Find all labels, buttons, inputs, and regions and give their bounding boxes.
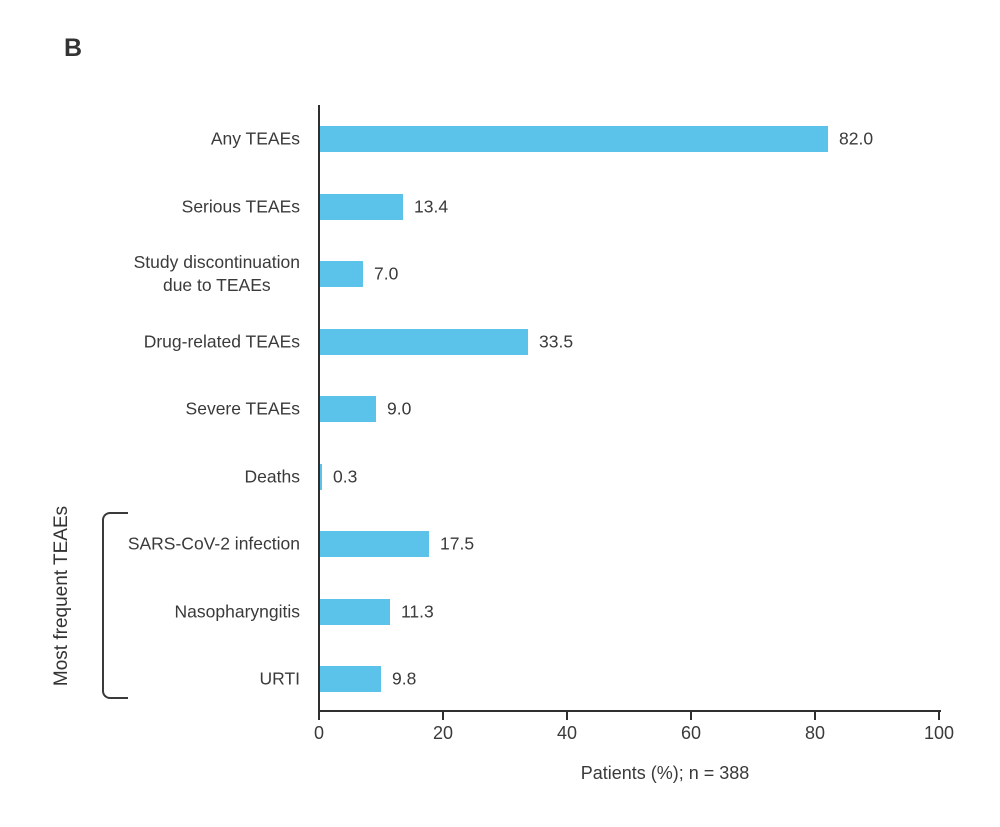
x-axis-tick-label: 0 [313, 723, 325, 743]
category-label-text: Study discontinuation due to TEAEs [133, 252, 300, 295]
bar-value-label: 0.3 [333, 466, 358, 486]
category-label: SARS-CoV-2 infection [0, 533, 300, 556]
category-label-text: Any TEAEs [210, 128, 300, 149]
bar [320, 666, 381, 692]
x-axis-tick-label: 20 [432, 723, 454, 743]
bar-value-label: 7.0 [374, 263, 399, 284]
bar [320, 328, 528, 355]
x-axis-tick [318, 710, 320, 720]
bar [320, 193, 403, 220]
x-axis-tick-label: 80 [804, 723, 826, 743]
x-axis-line [318, 710, 941, 712]
category-label-text: SARS-CoV-2 infection [127, 533, 300, 554]
category-label-text: Deaths [244, 466, 300, 486]
category-label: Severe TEAEs [0, 398, 300, 421]
bar [320, 463, 322, 490]
bar-value-label: 13.4 [414, 196, 449, 216]
bar-value-label: 9.0 [387, 398, 412, 419]
bar-value-label: 82.0 [839, 128, 874, 149]
group-bracket [102, 512, 128, 699]
category-label-text: Serious TEAEs [181, 196, 300, 216]
x-axis-tick [566, 710, 568, 720]
category-label: Any TEAEs [0, 128, 300, 151]
bar [320, 261, 363, 287]
bar [320, 126, 828, 152]
category-label: Nasopharyngitis [0, 600, 300, 623]
category-label: Serious TEAEs [0, 195, 300, 218]
x-axis-tick [814, 710, 816, 720]
bar-value-label: 33.5 [539, 331, 574, 351]
category-label-text: Severe TEAEs [185, 398, 300, 419]
x-axis-tick-label: 60 [680, 723, 702, 743]
x-axis-tick-label: 40 [556, 723, 578, 743]
y-axis-line [318, 105, 320, 712]
bar [320, 531, 429, 557]
category-label-text: Drug-related TEAEs [143, 331, 300, 351]
bar [320, 598, 390, 625]
bar-value-label: 11.3 [401, 601, 434, 621]
bar-value-label: 9.8 [392, 668, 417, 689]
x-axis-title: Patients (%); n = 388 [580, 763, 750, 783]
x-axis-tick [442, 710, 444, 720]
category-label: Deaths [0, 465, 300, 488]
category-label: URTI [0, 668, 300, 691]
x-axis-tick-label: 100 [923, 723, 955, 743]
x-axis-tick [690, 710, 692, 720]
panel-label: B [64, 34, 83, 62]
category-label-text: URTI [259, 668, 300, 689]
bar-value-label: 17.5 [440, 533, 475, 554]
bar [320, 396, 376, 422]
x-axis-tick [938, 710, 940, 720]
category-label: Drug-related TEAEs [0, 330, 300, 353]
category-label: Study discontinuation due to TEAEs [0, 251, 300, 297]
category-label-text: Nasopharyngitis [174, 601, 300, 621]
